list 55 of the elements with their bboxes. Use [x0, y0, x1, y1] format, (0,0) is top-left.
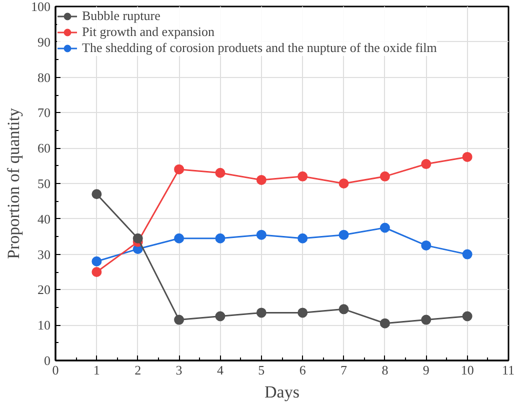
y-tick-label: 80	[38, 70, 50, 85]
point	[421, 314, 432, 325]
point	[380, 222, 390, 233]
point	[338, 178, 349, 188]
point	[256, 174, 266, 185]
x-tick-label: 9	[422, 362, 430, 378]
legend-label: Pit growth and expansion	[82, 24, 215, 40]
x-tick-label: 2	[134, 362, 142, 378]
y-tick-label: 100	[31, 0, 50, 14]
point	[174, 314, 184, 325]
y-tick-label: 90	[38, 34, 50, 50]
y-tick-label: 0	[44, 353, 50, 368]
point	[215, 311, 226, 322]
point	[421, 240, 432, 250]
point	[256, 230, 266, 240]
y-tick-label: 70	[38, 105, 50, 120]
x-tick-label: 8	[382, 362, 388, 378]
point	[380, 171, 390, 182]
point	[462, 249, 472, 260]
legend-label: Bubble rupture	[82, 8, 160, 24]
point	[92, 267, 102, 277]
point	[215, 233, 226, 244]
point	[380, 318, 390, 328]
point	[174, 164, 184, 174]
point	[298, 233, 308, 244]
point	[298, 171, 308, 182]
x-tick-label: 6	[299, 362, 306, 378]
y-tick-label: 20	[38, 282, 50, 298]
point	[92, 189, 102, 200]
y-tick-label: 50	[38, 176, 50, 191]
x-tick-label: 3	[176, 362, 182, 378]
x-tick-label: 10	[460, 362, 474, 378]
legend-label: The shedding of corosion produets and the nupture of the oxide film	[82, 40, 437, 56]
point	[215, 168, 226, 178]
x-axis-title: Days	[264, 382, 300, 402]
y-tick-label: 30	[38, 246, 50, 262]
point	[298, 308, 308, 318]
point	[462, 152, 472, 162]
x-tick-label: 5	[258, 362, 265, 378]
point	[421, 159, 432, 170]
point	[338, 304, 349, 314]
x-tick-label: 1	[93, 362, 100, 378]
x-tick-label: 11	[502, 362, 514, 378]
y-tick-label: 10	[38, 318, 50, 333]
point	[256, 308, 266, 318]
x-tick-label: 4	[216, 362, 224, 378]
point	[338, 230, 349, 240]
point	[132, 233, 143, 244]
y-tick-label: 40	[38, 211, 50, 226]
y-axis-title: Proportion of quantity	[4, 107, 23, 260]
point	[174, 233, 184, 244]
y-tick-label: 60	[38, 140, 50, 156]
point	[462, 311, 472, 322]
point	[92, 256, 102, 266]
x-tick-label: 7	[340, 362, 348, 378]
